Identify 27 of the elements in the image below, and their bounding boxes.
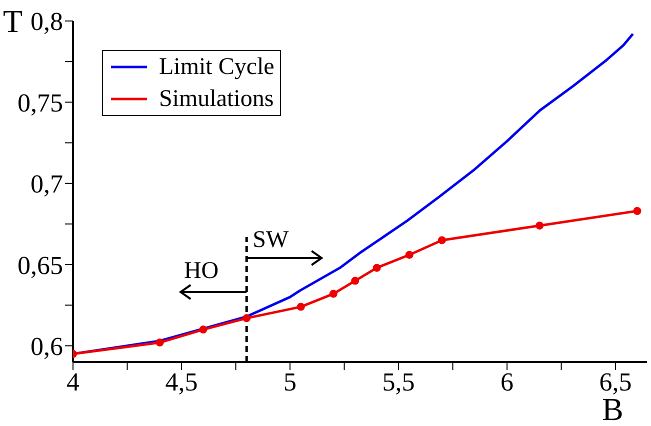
y-tick-label: 0,7 <box>30 170 63 199</box>
annotation: HO <box>184 258 219 284</box>
point <box>329 290 338 298</box>
point <box>156 338 164 347</box>
y-tick-label: 0,8 <box>30 7 63 36</box>
legend-label: Limit Cycle <box>159 53 274 82</box>
x-tick-label: 6,5 <box>599 367 632 396</box>
point <box>372 264 381 272</box>
point <box>633 206 642 215</box>
x-tick-label: 6 <box>500 367 514 396</box>
point <box>438 236 446 244</box>
point <box>405 250 414 259</box>
point <box>351 276 360 285</box>
y-tick-label: 0,75 <box>18 88 63 118</box>
annotation: SW <box>252 227 289 253</box>
point <box>199 326 208 334</box>
y-tick-label: 0,65 <box>18 250 63 280</box>
y-axis-title: T <box>3 3 23 39</box>
x-tick-label: 5,5 <box>382 367 415 396</box>
x-tick-label: 4,5 <box>165 367 198 396</box>
point <box>296 302 305 311</box>
legend-label: Simulations <box>159 85 274 114</box>
x-tick-label: 5 <box>284 367 297 396</box>
y-tick-label: 0,6 <box>30 332 63 361</box>
point <box>242 314 251 322</box>
x-tick-label: 4 <box>66 367 80 396</box>
point <box>536 222 544 230</box>
